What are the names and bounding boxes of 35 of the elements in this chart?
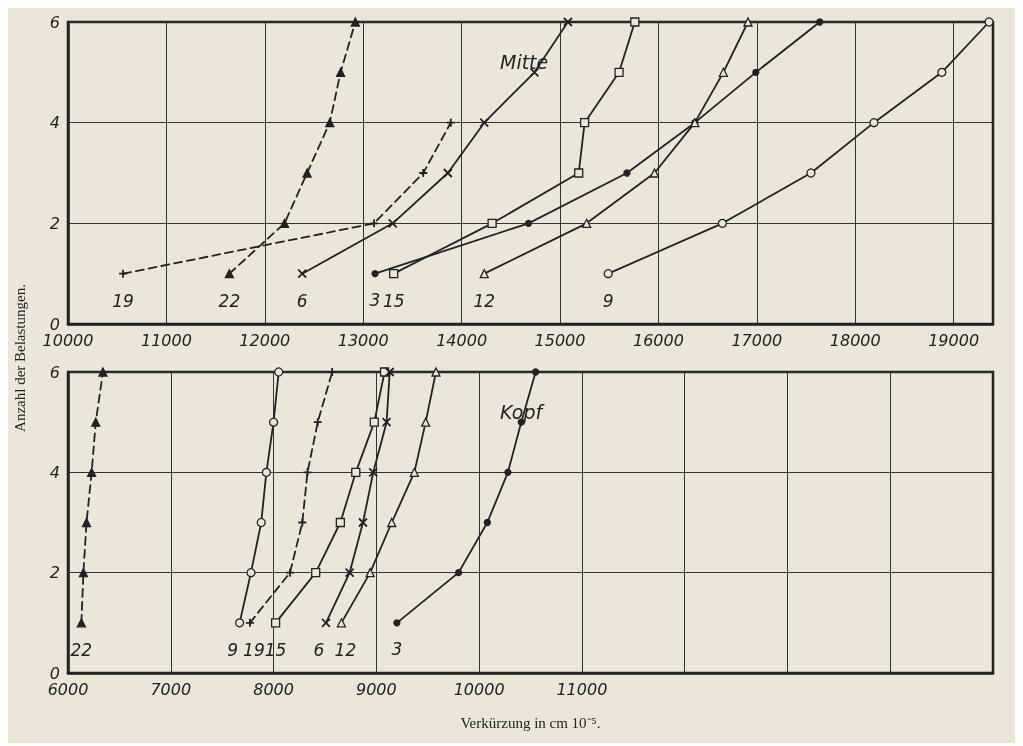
x-tick-label: 19000 bbox=[928, 330, 980, 350]
x-tick-label: 15000 bbox=[534, 330, 586, 350]
x-tick-label: 14000 bbox=[436, 330, 488, 350]
y-tick-label: 2 bbox=[49, 213, 60, 233]
y-tick-label: 4 bbox=[49, 462, 60, 482]
series-label: 12 bbox=[334, 639, 357, 660]
series-label: 3 bbox=[391, 638, 403, 659]
series-label: 19 bbox=[112, 291, 134, 312]
x-tick-label: 10000 bbox=[453, 679, 505, 699]
x-tick-label: 9000 bbox=[355, 679, 397, 699]
y-tick-label: 6 bbox=[49, 362, 60, 382]
x-tick-label: 11000 bbox=[140, 330, 192, 350]
x-tick-label: 11000 bbox=[556, 679, 608, 699]
y-tick-label: 6 bbox=[49, 12, 60, 32]
x-tick-label: 7000 bbox=[150, 679, 192, 699]
series-label: 19 bbox=[243, 640, 265, 661]
series-label: 22 bbox=[70, 639, 93, 660]
x-tick-label: 16000 bbox=[632, 330, 684, 350]
x-tick-label: 12000 bbox=[239, 330, 291, 350]
x-tick-label: 8000 bbox=[253, 679, 294, 699]
series-label: 9 bbox=[227, 639, 239, 660]
series-label: 3 bbox=[369, 289, 381, 310]
series-label: 6 bbox=[313, 640, 325, 661]
x-axis-title: Verkürzung in cm 10⁻⁵. bbox=[460, 714, 601, 731]
series-label: 15 bbox=[382, 290, 405, 311]
y-tick-label: 2 bbox=[49, 563, 60, 583]
series-label: 6 bbox=[296, 291, 308, 312]
series-label: 12 bbox=[473, 290, 496, 311]
y-axis-title: Anzahl der Belastungen. bbox=[12, 283, 29, 434]
y-tick-label: 4 bbox=[49, 113, 60, 133]
series-label: 22 bbox=[218, 290, 241, 311]
x-tick-label: 17000 bbox=[731, 330, 783, 350]
x-tick-label: 18000 bbox=[829, 330, 881, 350]
series-label: 9 bbox=[602, 290, 614, 311]
x-tick-label: 13000 bbox=[337, 330, 389, 350]
